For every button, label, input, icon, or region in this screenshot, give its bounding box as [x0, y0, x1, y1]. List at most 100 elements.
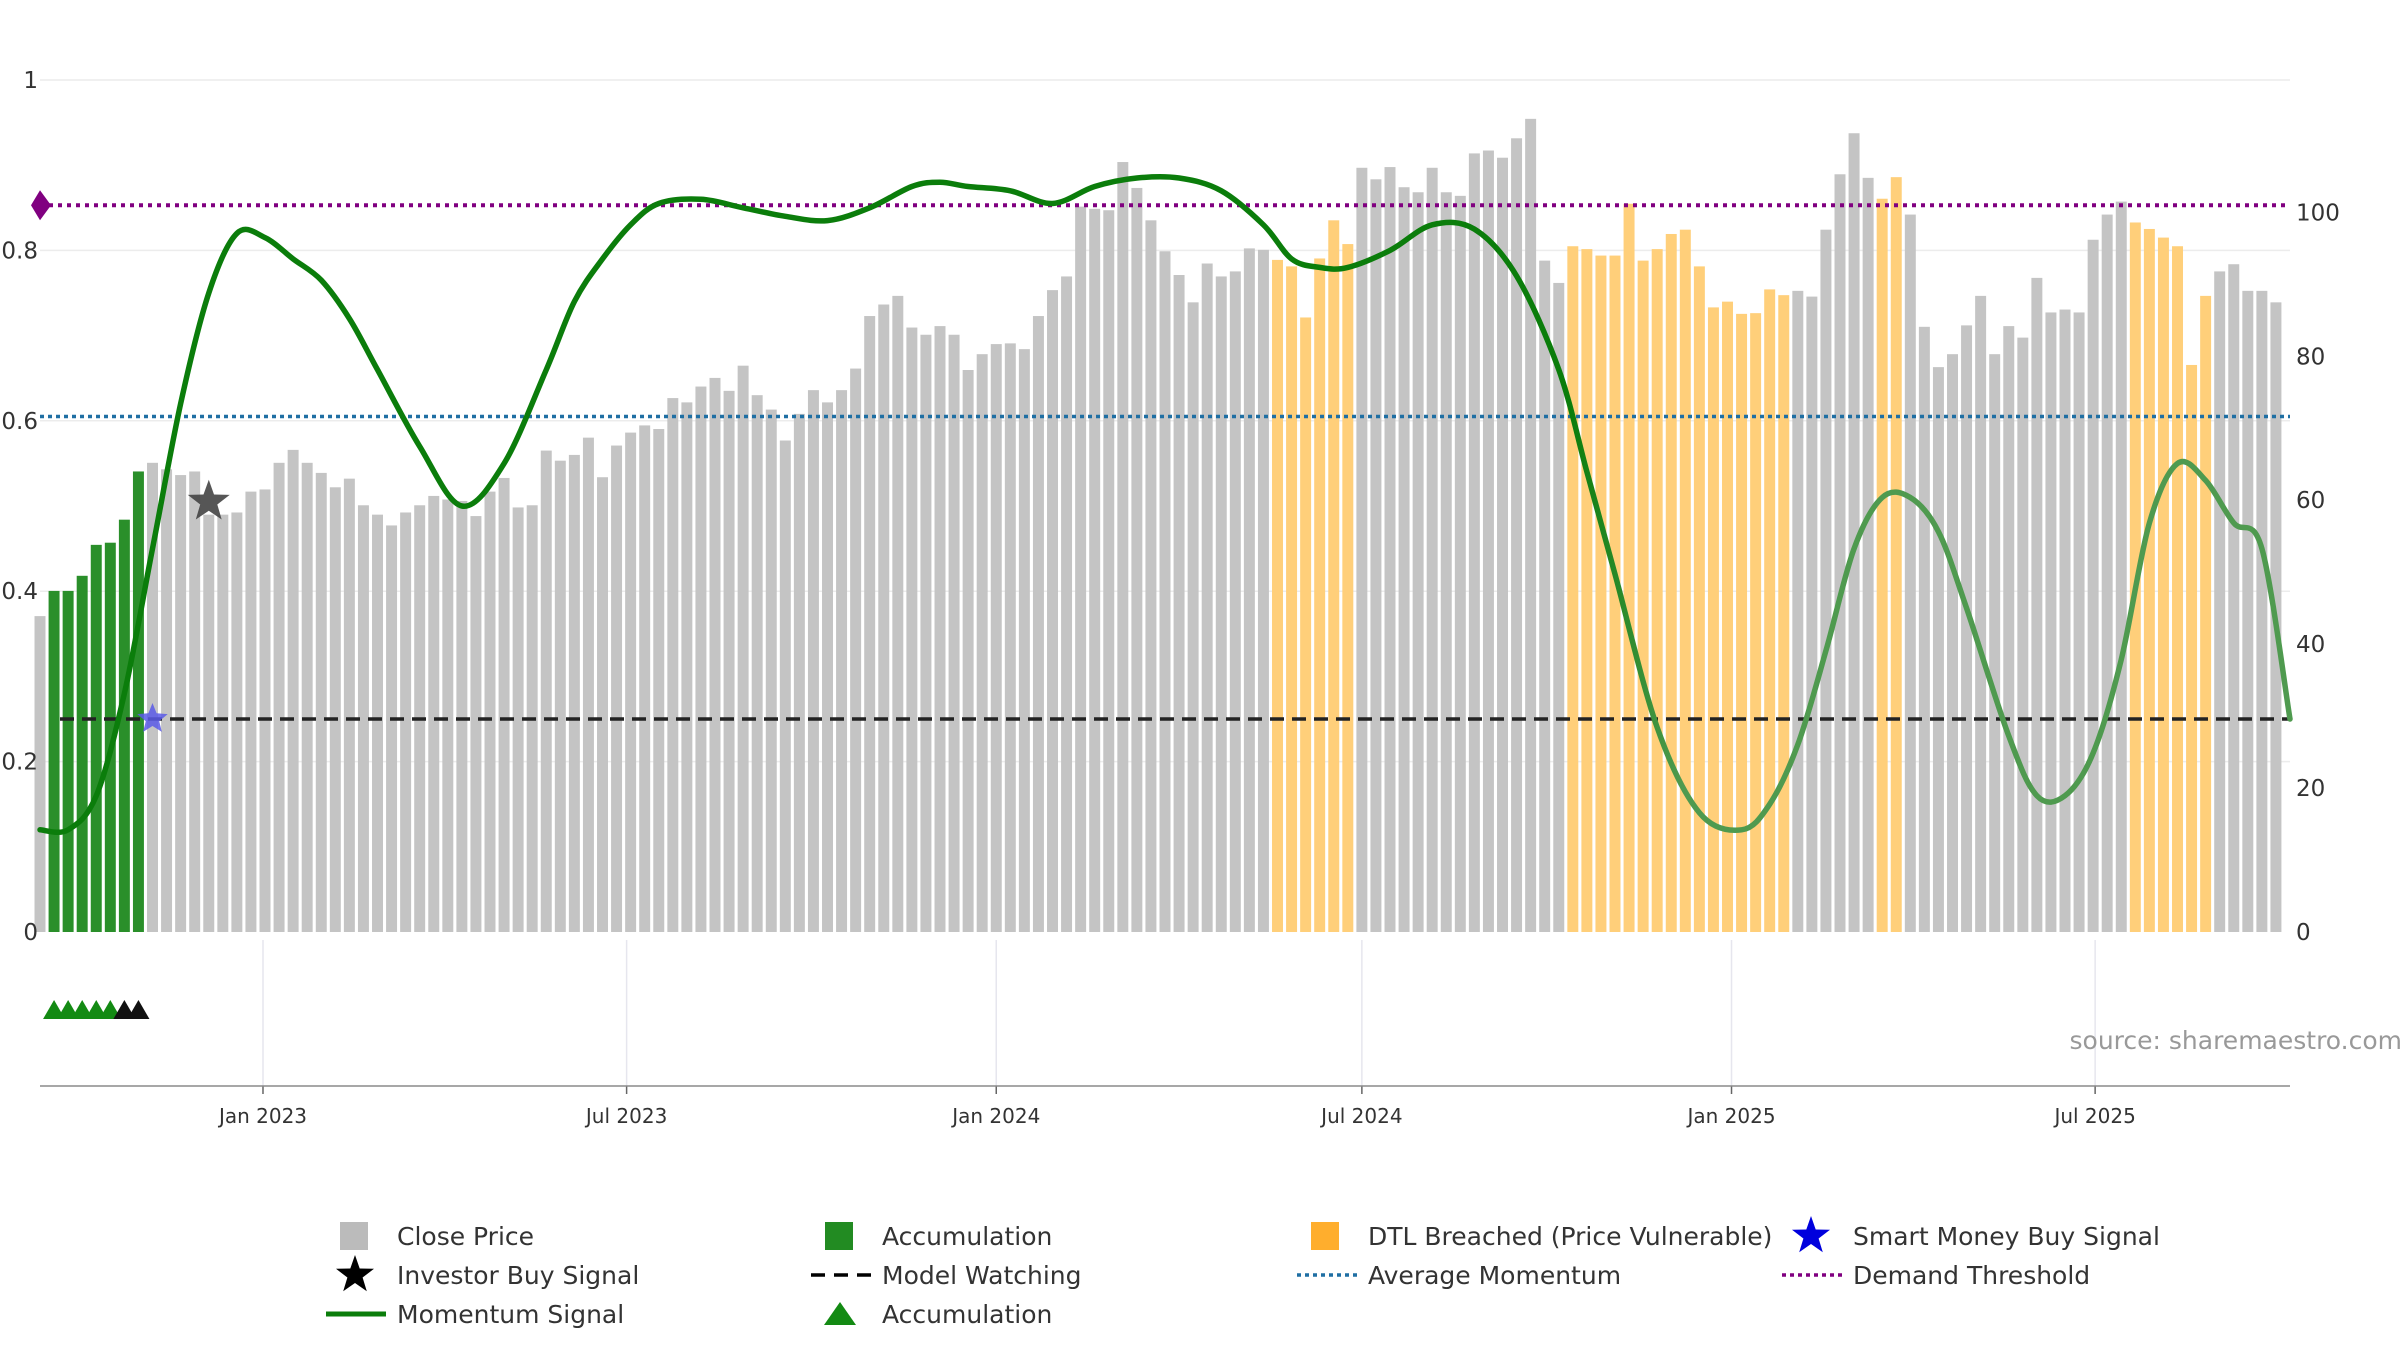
- x-tick-label: Jul 2023: [584, 1104, 667, 1128]
- bar-normal: [1047, 290, 1058, 932]
- y-tick-label-right: 20: [2296, 776, 2325, 802]
- bar-normal: [1089, 209, 1100, 932]
- bar-normal: [991, 344, 1002, 932]
- bar-normal: [878, 305, 889, 932]
- bar-normal: [1160, 251, 1171, 932]
- y-tick-label-left: 0: [23, 920, 38, 946]
- bar-normal: [485, 492, 496, 932]
- bar-dtl-breached: [1736, 314, 1747, 932]
- bar-normal: [1244, 248, 1255, 932]
- bar-normal: [1005, 343, 1016, 932]
- bar-normal: [1806, 297, 1817, 932]
- x-tick-label: Jul 2024: [1319, 1104, 1402, 1128]
- bar-normal: [794, 414, 805, 932]
- bar-dtl-breached: [2186, 365, 2197, 932]
- bar-dtl-breached: [1581, 249, 1592, 932]
- legend-label: Demand Threshold: [1853, 1261, 2090, 1290]
- bar-dtl-breached: [1694, 266, 1705, 932]
- bar-normal: [231, 512, 242, 932]
- bar-normal: [780, 441, 791, 932]
- bar-normal: [1539, 261, 1550, 932]
- bar-normal: [977, 354, 988, 932]
- bar-normal: [2256, 291, 2267, 932]
- bar-normal: [2088, 240, 2099, 932]
- bar-normal: [710, 378, 721, 932]
- bar-dtl-breached: [2144, 229, 2155, 932]
- bar-normal: [639, 425, 650, 932]
- bar-normal: [1258, 250, 1269, 932]
- bar-dtl-breached: [1595, 256, 1606, 932]
- bar-normal: [1975, 296, 1986, 932]
- bar-normal: [808, 390, 819, 932]
- bar-normal: [724, 391, 735, 932]
- bar-normal: [836, 390, 847, 932]
- bar-normal: [1455, 196, 1466, 932]
- bar-normal: [2242, 291, 2253, 932]
- bar-normal: [428, 496, 439, 932]
- bar-normal: [1145, 220, 1156, 932]
- legend-label: Investor Buy Signal: [397, 1261, 639, 1290]
- bar-accumulation: [63, 591, 74, 932]
- bar-normal: [1174, 275, 1185, 932]
- y-tick-label-right: 100: [2296, 200, 2340, 226]
- bar-normal: [1061, 276, 1072, 932]
- y-tick-label-right: 60: [2296, 488, 2325, 514]
- bar-normal: [1905, 215, 1916, 932]
- legend-swatch-star: [1792, 1216, 1830, 1252]
- x-tick-label: Jan 2025: [1685, 1104, 1775, 1128]
- bar-normal: [1019, 349, 1030, 932]
- bar-normal: [569, 455, 580, 932]
- bar-normal: [541, 451, 552, 932]
- bar-accumulation: [133, 471, 144, 932]
- bar-normal: [597, 477, 608, 932]
- legend-label: Accumulation: [882, 1300, 1052, 1329]
- bar-normal: [2060, 310, 2071, 932]
- bar-normal: [2031, 278, 2042, 932]
- bar-normal: [1075, 207, 1086, 932]
- bar-normal: [625, 433, 636, 932]
- x-tick-label: Jul 2025: [2052, 1104, 2135, 1128]
- bar-normal: [766, 410, 777, 932]
- bar-normal: [1511, 138, 1522, 932]
- bar-dtl-breached: [1272, 260, 1283, 932]
- legend-swatch-triangle: [824, 1302, 856, 1325]
- bar-normal: [400, 512, 411, 932]
- bar-normal: [1427, 168, 1438, 932]
- bar-normal: [1413, 192, 1424, 932]
- bar-normal: [2102, 215, 2113, 932]
- bar-normal: [949, 335, 960, 932]
- bar-normal: [499, 478, 510, 932]
- bar-normal: [2116, 202, 2127, 932]
- bar-normal: [1820, 230, 1831, 932]
- bar-normal: [963, 370, 974, 932]
- bar-normal: [1103, 210, 1114, 932]
- bar-dtl-breached: [1652, 249, 1663, 932]
- bar-normal: [681, 402, 692, 932]
- bar-normal: [203, 515, 214, 932]
- bar-normal: [1835, 174, 1846, 932]
- bar-dtl-breached: [1666, 234, 1677, 932]
- bar-dtl-breached: [1891, 177, 1902, 932]
- bar-normal: [1033, 316, 1044, 932]
- y-tick-label-left: 0.4: [1, 579, 38, 605]
- bar-normal: [611, 446, 622, 932]
- legend-label: Average Momentum: [1368, 1261, 1621, 1290]
- bar-normal: [695, 387, 706, 932]
- bar-normal: [1441, 192, 1452, 932]
- bar-normal: [260, 489, 271, 932]
- accumulation-triangle-marker: [127, 1000, 149, 1019]
- bar-dtl-breached: [1638, 261, 1649, 932]
- legend-label: Smart Money Buy Signal: [1853, 1222, 2160, 1251]
- bar-normal: [1188, 302, 1199, 932]
- bar-dtl-breached: [1328, 220, 1339, 932]
- bar-normal: [1483, 151, 1494, 932]
- bar-dtl-breached: [1764, 289, 1775, 932]
- bar-normal: [1933, 367, 1944, 932]
- bar-normal: [189, 471, 200, 932]
- bar-normal: [1863, 178, 1874, 932]
- bar-normal: [274, 463, 285, 932]
- x-tick-label: Jan 2024: [950, 1104, 1040, 1128]
- bar-dtl-breached: [2158, 238, 2169, 932]
